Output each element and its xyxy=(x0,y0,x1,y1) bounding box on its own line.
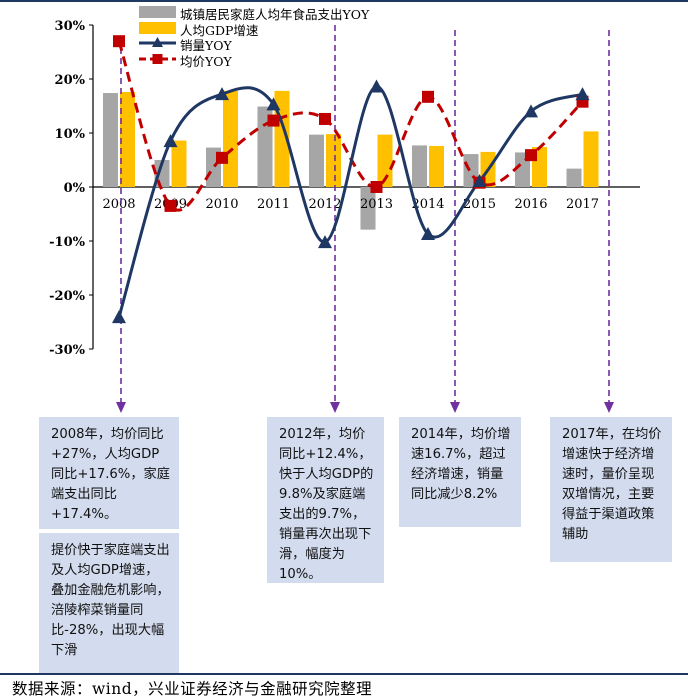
annotation-2017: 2017年，在均价增速快于经济增速时，量价呈现双增情况，主要得益于渠道政策辅助 xyxy=(550,417,672,562)
point-volume xyxy=(215,87,229,101)
point-price xyxy=(319,112,331,125)
y-tick-label: 30% xyxy=(55,19,86,34)
point-price xyxy=(422,90,434,103)
x-tick-label: 2012 xyxy=(308,197,341,212)
bar-gdp xyxy=(171,140,187,187)
annotation-2008: 2008年，均价同比+27%，人均GDP同比+17.6%，家庭端支出同比+17.… xyxy=(39,417,179,529)
legend-entry-price: 均价YOY xyxy=(180,54,232,69)
point-volume xyxy=(266,97,281,111)
point-price xyxy=(216,151,228,164)
bar-gdp xyxy=(377,134,393,187)
annotation-arrowhead xyxy=(450,402,460,413)
annotation-arrowhead xyxy=(330,402,340,413)
bar-food-spend xyxy=(309,134,324,187)
chart-canvas: 30%20%10%0%-10%-20%-30%20082009201020112… xyxy=(49,6,640,413)
top-rule xyxy=(0,0,688,2)
x-tick-label: 2013 xyxy=(360,197,393,212)
bar-gdp xyxy=(120,91,135,187)
bar-food-spend xyxy=(360,187,376,230)
legend-marker-volume xyxy=(152,37,163,47)
x-tick-label: 2016 xyxy=(514,197,547,212)
x-tick-label: 2010 xyxy=(205,197,238,212)
bar-gdp xyxy=(223,90,238,187)
point-price xyxy=(525,149,537,162)
point-price xyxy=(370,181,383,193)
bottom-rule xyxy=(0,673,688,675)
annotation-2008-cause: 提价快于家庭端支出及人均GDP增速，叠加金融危机影响，涪陵榨菜销量同比-28%，… xyxy=(39,533,179,673)
point-price xyxy=(267,114,280,127)
x-tick-label: 2014 xyxy=(411,197,444,212)
annotation-arrowhead xyxy=(604,402,614,413)
point-volume xyxy=(524,104,538,118)
series-line-volume xyxy=(117,85,583,318)
bar-food-spend xyxy=(412,145,427,187)
legend-swatch-gdp xyxy=(139,22,176,34)
annotation-2014: 2014年，均价增速16.7%，超过经济增速，销量同比减少8.2% xyxy=(399,417,521,527)
legend-swatch-food-spend xyxy=(139,6,176,18)
x-tick-label: 2017 xyxy=(566,197,599,212)
x-tick-label: 2011 xyxy=(257,197,290,212)
legend-entry-gdp: 人均GDP增速 xyxy=(180,23,259,38)
y-tick-label: 20% xyxy=(55,73,86,88)
point-volume xyxy=(472,174,487,188)
point-volume xyxy=(421,226,435,240)
legend-entry-volume: 销量YOY xyxy=(180,38,232,53)
point-volume xyxy=(369,79,384,93)
source-note: 数据来源：wind，兴业证券经济与金融研究院整理 xyxy=(12,680,373,698)
point-volume xyxy=(575,87,590,101)
y-tick-label: 10% xyxy=(55,127,86,142)
legend-entry-food-spend: 城镇居民家庭人均年食品支出YOY xyxy=(180,7,370,22)
bar-gdp xyxy=(429,145,444,187)
point-price xyxy=(164,199,177,212)
bar-gdp xyxy=(326,134,341,187)
y-tick-label: -20% xyxy=(49,289,85,304)
x-tick-label: 2008 xyxy=(102,197,135,212)
point-price xyxy=(113,35,125,48)
legend-marker-price xyxy=(152,54,163,64)
y-tick-label: -10% xyxy=(49,235,85,250)
y-tick-label: 0% xyxy=(64,181,86,196)
bar-food-spend xyxy=(103,93,118,187)
point-volume xyxy=(163,134,178,148)
bar-food-spend xyxy=(566,168,582,187)
annotation-arrowhead xyxy=(116,402,126,413)
bar-food-spend xyxy=(257,106,273,187)
point-volume xyxy=(318,235,332,249)
point-volume xyxy=(112,310,126,324)
x-tick-label: 2015 xyxy=(463,197,496,212)
series-line-price xyxy=(117,40,584,212)
y-tick-label: -30% xyxy=(49,343,85,358)
bar-gdp xyxy=(583,131,599,187)
annotation-2012: 2012年，均价同比+12.4%，快于人均GDP的9.8%及家庭端支出的9.7%… xyxy=(267,417,384,583)
